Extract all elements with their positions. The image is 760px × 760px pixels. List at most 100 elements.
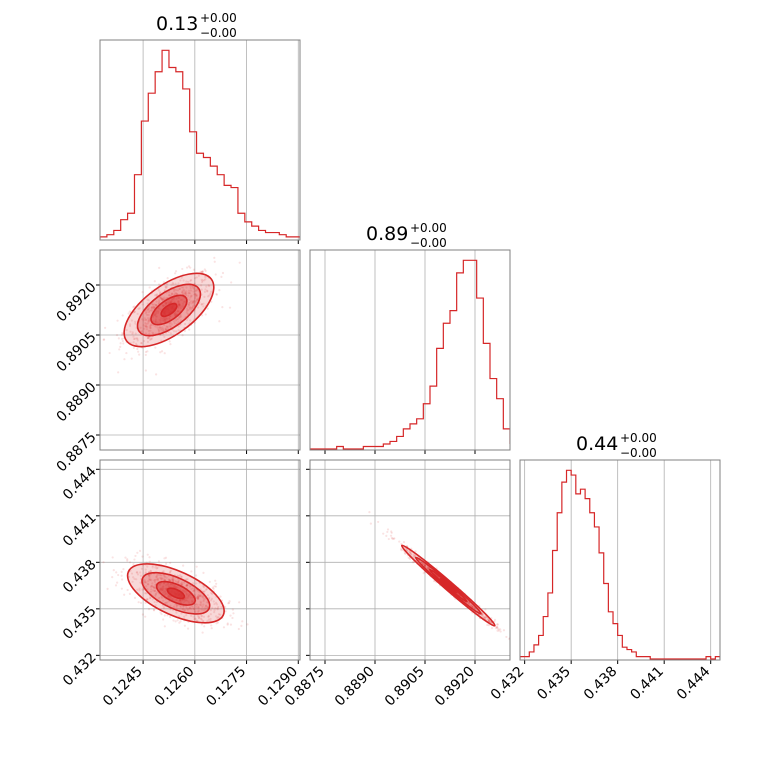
scatter-point (126, 559, 129, 562)
scatter-point (200, 303, 204, 306)
scatter-point (161, 298, 165, 301)
scatter-point (137, 307, 140, 310)
scatter-point (173, 312, 176, 315)
scatter-point (214, 601, 218, 604)
scatter-point (154, 303, 157, 307)
scatter-point (423, 564, 427, 567)
scatter-point (151, 582, 154, 585)
scatter-point (162, 316, 165, 320)
scatter-point (121, 337, 124, 340)
scatter-point (191, 305, 195, 308)
scatter-point (159, 319, 163, 322)
scatter-point (182, 608, 185, 611)
scatter-point (163, 296, 166, 299)
scatter-point (185, 311, 188, 314)
scatter-point (191, 300, 195, 303)
scatter-point (153, 586, 156, 589)
scatter-point (180, 583, 184, 586)
scatter-point (145, 318, 148, 321)
scatter-point (167, 585, 170, 588)
scatter-point (141, 613, 144, 616)
scatter-point (125, 351, 128, 355)
scatter-point (179, 315, 182, 319)
scatter-point (133, 305, 136, 308)
scatter-point (166, 327, 170, 330)
scatter-point (385, 534, 388, 538)
scatter-point (152, 585, 155, 589)
scatter-point (186, 584, 189, 587)
x-tick-label: 0.432 (488, 664, 528, 704)
title-minus-0: −0.00 (200, 26, 237, 40)
scatter-point (121, 339, 124, 343)
title-plus-0: +0.00 (200, 11, 237, 25)
scatter-point (148, 325, 152, 328)
scatter-point (158, 266, 161, 269)
scatter-point (201, 280, 204, 284)
scatter-point (213, 260, 216, 263)
scatter-point (182, 292, 185, 295)
scatter-point (183, 329, 186, 333)
scatter-point (174, 620, 177, 623)
scatter-point (120, 333, 123, 337)
scatter-point (202, 620, 205, 623)
scatter-point (393, 537, 396, 540)
scatter-point (147, 583, 150, 586)
scatter-point (213, 611, 216, 614)
scatter-point (216, 621, 220, 624)
scatter-point (165, 328, 168, 331)
scatter-point (193, 607, 196, 610)
scatter-point (194, 294, 197, 297)
scatter-point (512, 643, 514, 645)
scatter-point (409, 551, 412, 554)
scatter-point (426, 566, 429, 569)
scatter-point (199, 284, 203, 287)
scatter-point (168, 322, 171, 325)
scatter-point (136, 588, 139, 591)
scatter-point (162, 297, 165, 300)
scatter-point (164, 591, 167, 594)
scatter-point (172, 619, 175, 622)
scatter-point (422, 562, 425, 566)
scatter-point (156, 311, 160, 315)
scatter-point (141, 290, 144, 294)
scatter-point (194, 289, 197, 292)
scatter-point (138, 353, 141, 356)
scatter-point (120, 570, 123, 574)
scatter-point (179, 620, 182, 623)
scatter-point (214, 273, 217, 276)
x-tick-label: 0.1275 (203, 664, 249, 710)
scatter-point (187, 292, 190, 295)
scatter-point (150, 584, 153, 588)
scatter-point (153, 313, 157, 317)
scatter-point (487, 619, 491, 623)
scatter-point (171, 579, 174, 582)
scatter-point (171, 597, 175, 600)
y-tick-label: 0.435 (60, 603, 100, 643)
scatter-point (134, 322, 137, 325)
scatter-point (206, 594, 209, 597)
scatter-point (169, 570, 172, 573)
scatter-point (133, 558, 136, 561)
scatter-point (154, 566, 157, 569)
scatter-point (161, 589, 165, 592)
scatter-point (200, 618, 203, 621)
scatter-point (179, 298, 183, 302)
scatter-point (169, 604, 172, 607)
scatter-point (178, 598, 181, 602)
scatter-point (166, 300, 170, 304)
scatter-point (206, 290, 209, 293)
scatter-point (187, 600, 190, 603)
scatter-point (174, 585, 177, 588)
scatter-point (143, 327, 146, 330)
scatter-point (177, 302, 180, 305)
scatter-point (188, 607, 191, 610)
scatter-point (178, 621, 181, 624)
scatter-point (175, 586, 178, 589)
scatter-point (169, 294, 172, 297)
scatter-point (199, 594, 202, 598)
scatter-point (148, 575, 151, 579)
scatter-point (490, 627, 494, 630)
scatter-point (158, 318, 161, 322)
scatter-point (176, 619, 179, 622)
scatter-point (161, 326, 164, 329)
